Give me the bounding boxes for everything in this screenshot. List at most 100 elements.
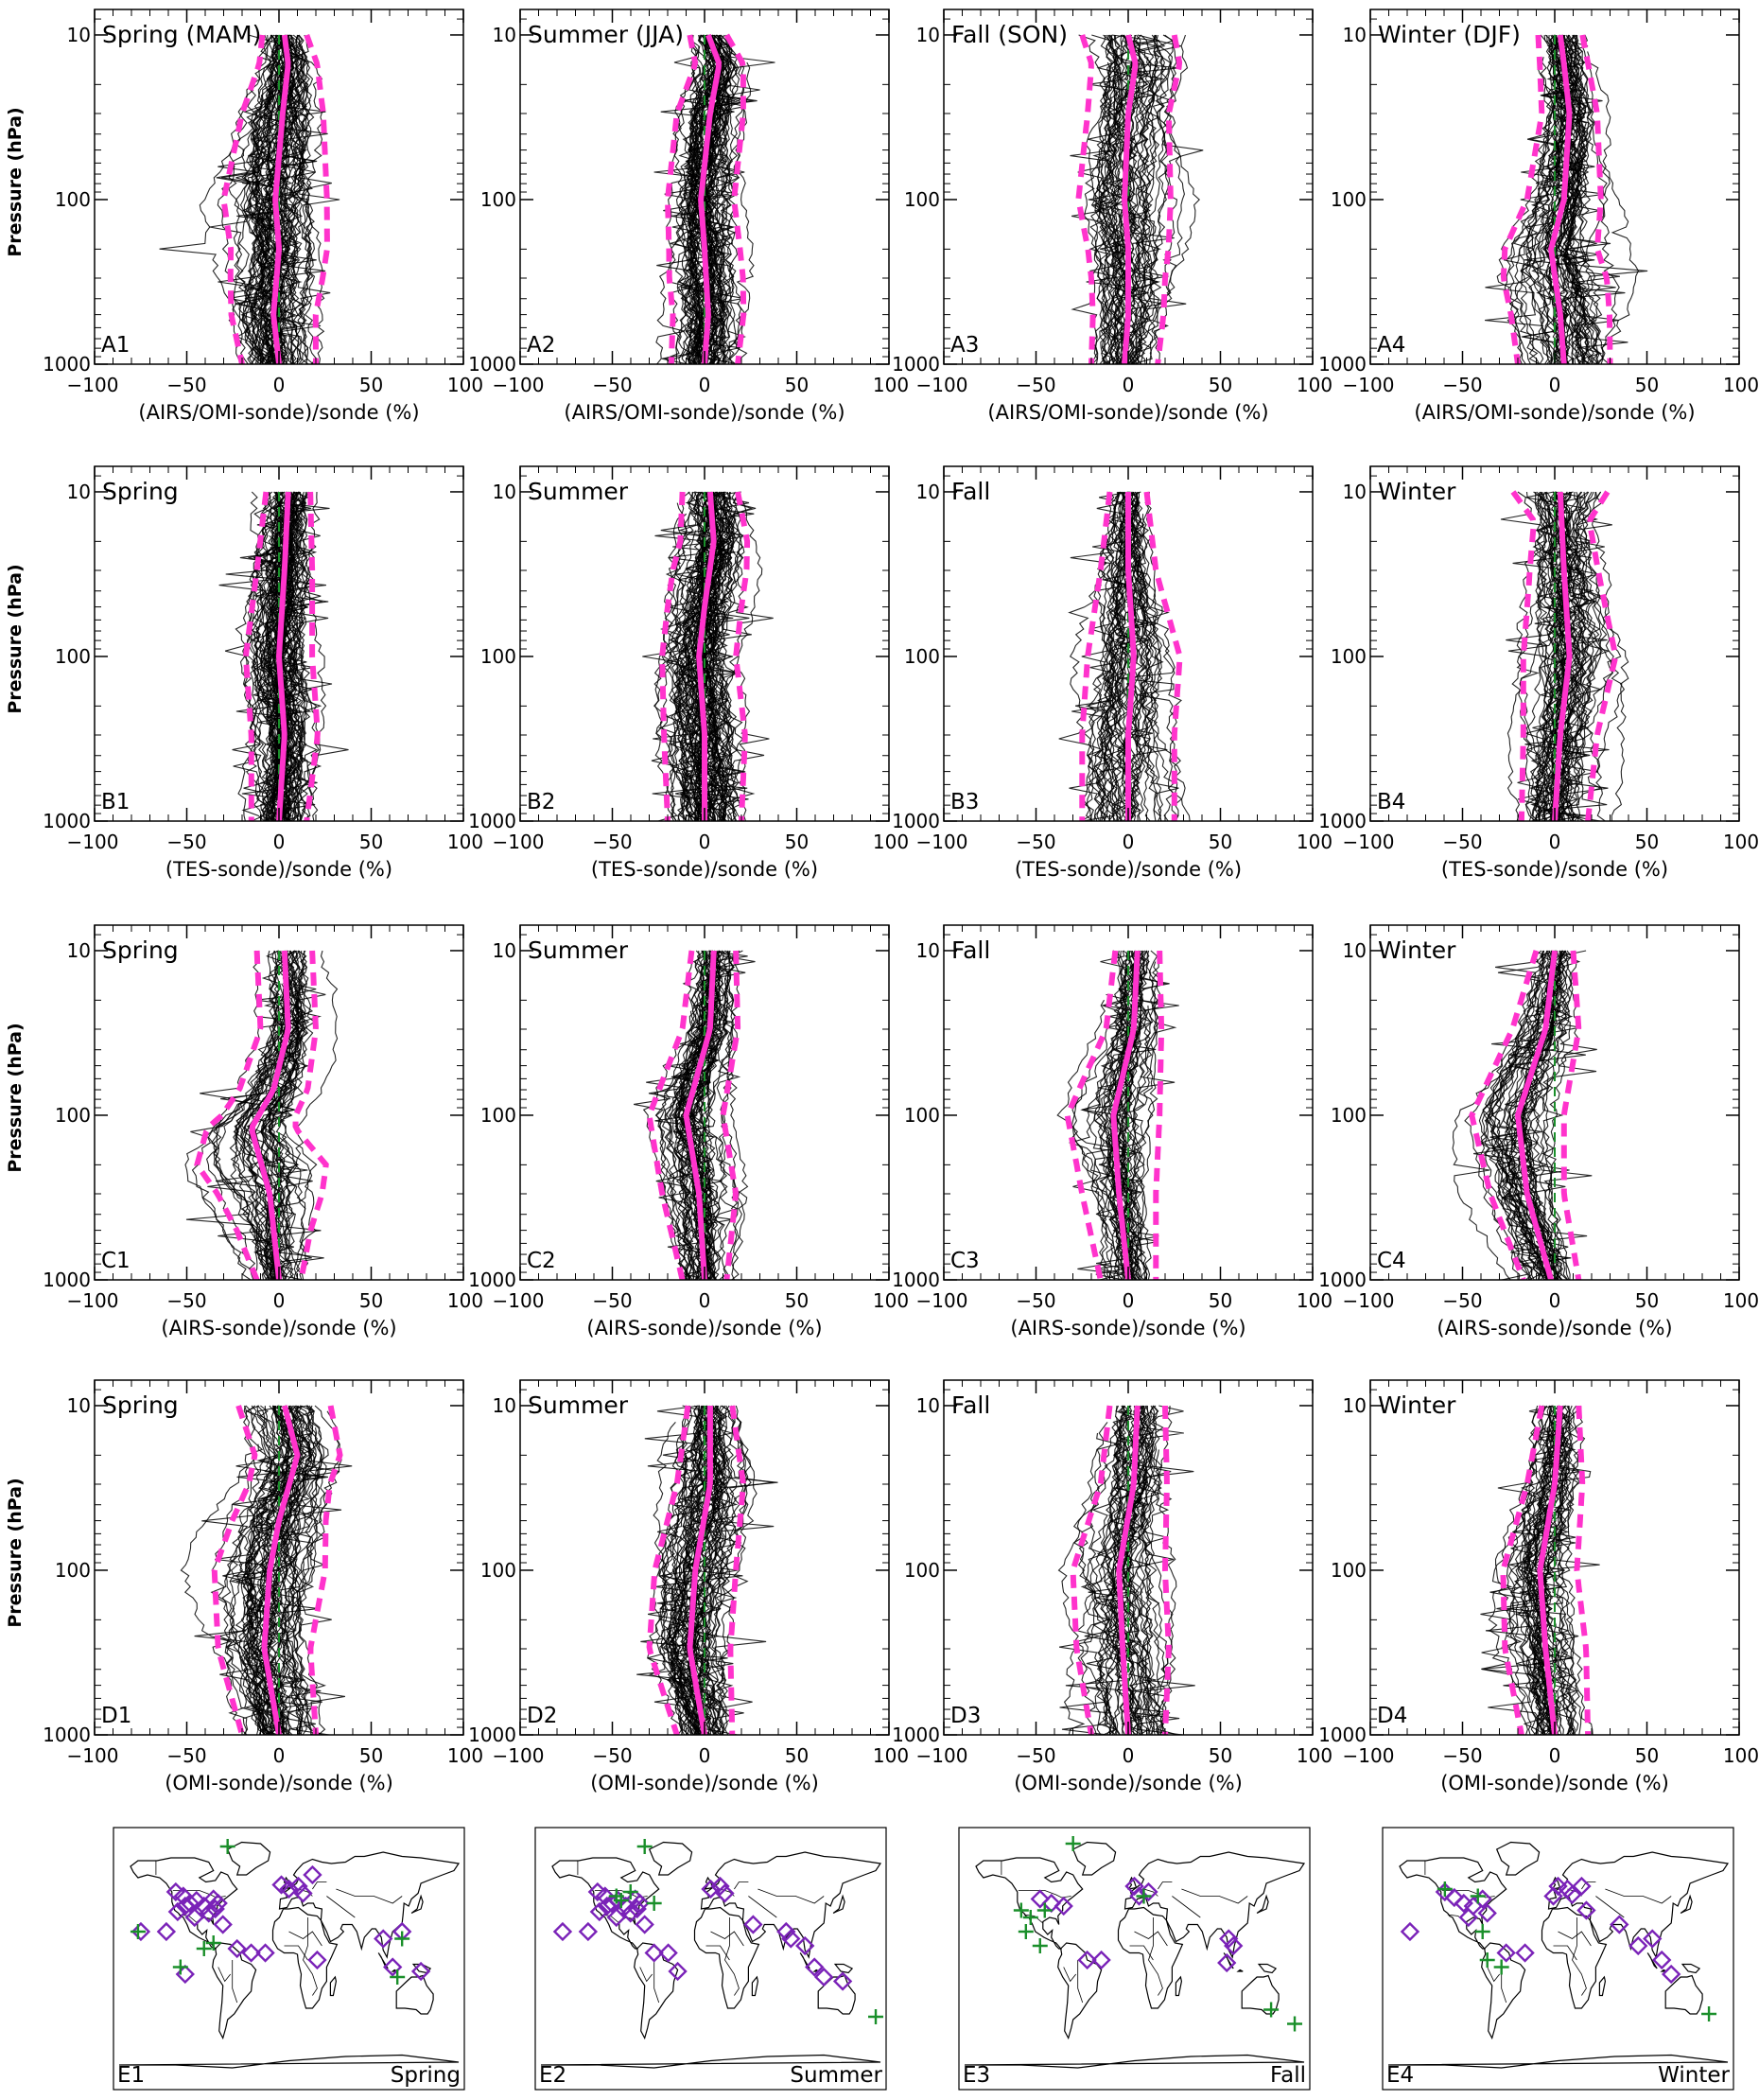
x-tick-label: −50 [1442, 1744, 1482, 1767]
map-panel-e1: E1 Spring [113, 1827, 465, 2091]
coastline [329, 1975, 338, 1997]
panel-label: D3 [950, 1704, 981, 1728]
coastline [1598, 1975, 1607, 1997]
country-border [288, 1931, 322, 1947]
panel-label: B4 [1377, 790, 1405, 814]
panel-title: Summer (JJA) [528, 21, 684, 48]
panel-label: D2 [527, 1704, 557, 1728]
profile-line [275, 34, 294, 364]
profile-line [1096, 34, 1123, 364]
site-marker-diamond [241, 1943, 261, 1963]
y-tick-label: 1000 [43, 1724, 91, 1746]
x-tick-label: 0 [1123, 831, 1135, 853]
profile-line [1507, 950, 1566, 1280]
profile-line [1117, 491, 1144, 821]
std-dev-minus-line [242, 491, 270, 821]
x-tick-label: 50 [359, 831, 383, 853]
site-marker-diamond [1091, 1950, 1111, 1970]
panel-title: Fall (SON) [951, 21, 1068, 48]
profile-line [1071, 961, 1140, 1280]
x-tick-label: 100 [447, 374, 483, 396]
site-marker-diamond [658, 1943, 678, 1963]
x-tick-label: 0 [699, 1289, 711, 1312]
coastline [1256, 1894, 1269, 1915]
site-marker-diamond [776, 1921, 796, 1942]
x-tick-label: 50 [785, 1744, 809, 1767]
std-dev-minus-line [211, 1405, 258, 1735]
std-dev-minus-line [1500, 1405, 1545, 1735]
profile-line [276, 491, 308, 821]
profile-line [1559, 34, 1589, 364]
map-frame [534, 1827, 887, 2091]
x-axis-label: (AIRS/OMI-sonde)/sonde (%) [564, 401, 845, 424]
panel-label: B3 [950, 790, 979, 814]
profile-line [1094, 34, 1129, 364]
coastline [395, 1974, 434, 2015]
profile-line [1104, 491, 1141, 821]
y-tick-label: 10 [916, 481, 940, 503]
profile-line [255, 61, 302, 364]
country-border [1129, 1945, 1154, 1961]
panel-d1: 10 100 1000−100 −50 0 50 100 Spring D1 (OMI-sonde… [5, 1379, 483, 1794]
x-tick-label: −50 [1442, 374, 1482, 396]
y-tick-label: 100 [55, 188, 91, 211]
std-dev-minus-line [646, 1405, 691, 1735]
plot-area [184, 950, 339, 1280]
x-tick-label: 0 [1549, 1744, 1561, 1767]
profile-line [1535, 950, 1581, 1280]
profile-line [1109, 1405, 1154, 1735]
profile-line [275, 1438, 320, 1735]
panel-b4: 10 100 1000−100 −50 0 50 100 Winter B4 (TES-sonde… [1318, 465, 1759, 881]
profile-line [278, 1410, 343, 1735]
site-marker-diamond [184, 1907, 204, 1928]
profile-line [1117, 491, 1156, 821]
site-marker-diamond [1400, 1921, 1420, 1942]
profile-line [1123, 1405, 1195, 1735]
std-dev-plus-line [307, 1405, 343, 1735]
panel-title: Winter (DJF) [1378, 21, 1521, 48]
individual-profiles [636, 1405, 778, 1735]
profile-line [686, 1405, 774, 1735]
mean-line [1110, 950, 1141, 1280]
profile-line [1133, 1465, 1176, 1735]
x-tick-label: 0 [1549, 374, 1561, 396]
x-tick-label: 100 [873, 1744, 909, 1767]
x-tick-label: 0 [1123, 1744, 1135, 1767]
profile-line [1550, 1405, 1586, 1735]
profile-line [674, 34, 725, 364]
profile-line [1529, 1427, 1579, 1735]
profile-line [666, 950, 700, 1280]
site-marker-diamond [781, 1929, 801, 1949]
site-marker-diamond [635, 1915, 654, 1934]
std-dev-plus-line [1143, 491, 1183, 821]
plot-area [642, 491, 774, 821]
x-tick-label: 50 [1209, 831, 1232, 853]
x-tick-label: −100 [1343, 831, 1395, 853]
x-tick-label: 0 [1549, 1289, 1561, 1312]
profile-line [1553, 491, 1599, 821]
x-tick-label: 100 [447, 831, 483, 853]
country-border [1595, 1896, 1625, 1918]
profile-line [291, 34, 318, 364]
site-marker-diamond [1661, 1964, 1681, 1985]
country-border [303, 1917, 318, 1996]
profile-line [642, 950, 720, 1280]
coastline [1680, 1894, 1693, 1915]
std-dev-plus-line [1585, 490, 1619, 821]
panel-title: Winter [1378, 1391, 1456, 1419]
panel-label: B1 [101, 790, 130, 814]
profile-line [1063, 1405, 1159, 1735]
profile-line [666, 1405, 719, 1735]
coastline [648, 1841, 693, 1876]
mean-line [275, 491, 291, 821]
std-dev-plus-line [1161, 1405, 1172, 1735]
map-frame [1382, 1827, 1734, 2091]
panel-title: Spring (MAM) [102, 21, 261, 48]
site-marker-diamond [620, 1903, 640, 1923]
profile-line [1134, 491, 1179, 821]
profile-line [677, 34, 717, 364]
profile-line [679, 1405, 752, 1735]
profile-line [1533, 491, 1560, 821]
x-tick-label: −100 [916, 1744, 968, 1767]
y-tick-label: 1000 [43, 1269, 91, 1291]
